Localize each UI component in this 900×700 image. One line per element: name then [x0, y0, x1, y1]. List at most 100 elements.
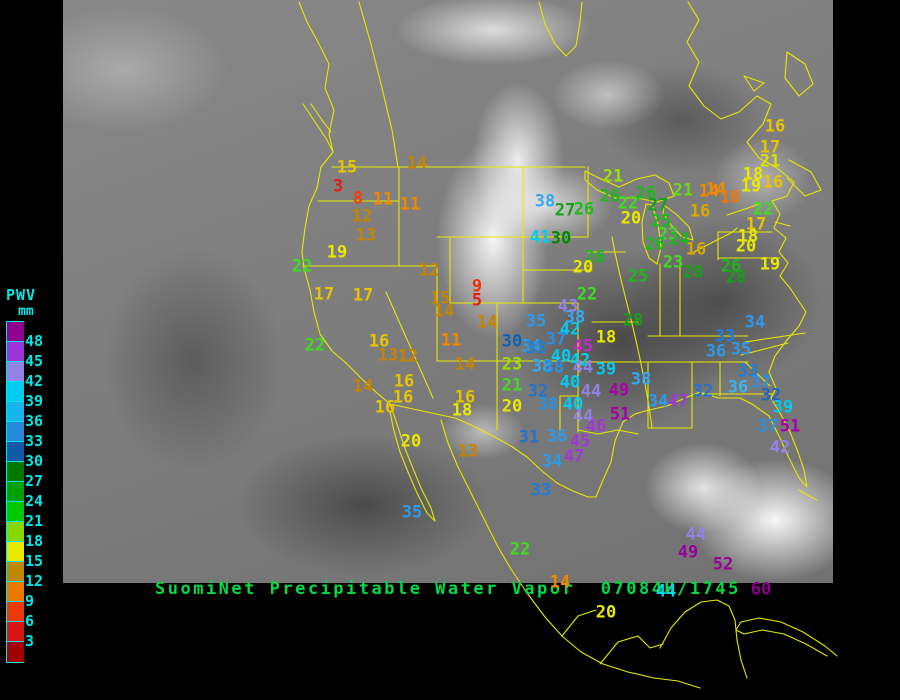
- station-pwv-value: 28: [725, 267, 747, 288]
- station-pwv-value: 37: [750, 372, 772, 393]
- station-pwv-value: 31: [518, 427, 540, 448]
- station-pwv-value: 34: [744, 312, 766, 333]
- station-pwv-value: 21: [602, 166, 624, 187]
- legend-swatch: [6, 621, 24, 642]
- nova-scotia: [786, 159, 822, 197]
- lake-superior: [584, 170, 675, 203]
- station-pwv-value: 38: [630, 369, 652, 390]
- station-pwv-value: 15: [336, 157, 358, 178]
- station-pwv-value: 44: [655, 581, 677, 602]
- station-pwv-value: 37: [545, 329, 567, 350]
- state-borders-northeast: [717, 221, 806, 356]
- station-pwv-value: 51: [779, 416, 801, 437]
- station-pwv-value: 38: [564, 307, 586, 328]
- station-pwv-value: 20: [400, 431, 422, 452]
- station-pwv-value: 13: [457, 441, 479, 462]
- station-pwv-value: 12: [351, 206, 373, 227]
- state-borders-west: [302, 166, 579, 433]
- station-pwv-value: 42: [569, 350, 591, 371]
- station-pwv-value: 28: [682, 262, 704, 283]
- station-pwv-value: 20: [620, 208, 642, 229]
- station-pwv-value: 17: [759, 137, 781, 158]
- station-pwv-value: 22: [617, 193, 639, 214]
- legend-swatch: [6, 341, 24, 362]
- station-pwv-value: 22: [576, 284, 598, 305]
- legend-swatch: [6, 521, 24, 542]
- station-pwv-value: 16: [393, 371, 415, 392]
- legend-tick-label: 18: [25, 532, 44, 550]
- legend-tick-label: 3: [25, 632, 35, 650]
- station-pwv-value: 5: [471, 290, 483, 311]
- legend-swatch: [6, 461, 24, 482]
- station-pwv-value: 19: [740, 176, 762, 197]
- title-datetime: 07084H/1745: [600, 579, 741, 599]
- station-pwv-value: 41: [529, 227, 551, 248]
- station-pwv-value: 45: [569, 431, 591, 452]
- station-pwv-value: 32: [692, 381, 714, 402]
- station-pwv-value: 23: [662, 252, 684, 273]
- station-pwv-value: 26: [584, 247, 606, 268]
- station-pwv-value: 44: [572, 357, 594, 378]
- mexico-west-coast: [440, 419, 701, 689]
- station-pwv-value: 35: [730, 339, 752, 360]
- station-pwv-value: 26: [635, 183, 657, 204]
- station-pwv-value: 36: [727, 377, 749, 398]
- station-pwv-value: 20: [572, 257, 594, 278]
- legend-swatch: [6, 601, 24, 622]
- station-pwv-value: 18: [451, 400, 473, 421]
- florida-keys: [798, 489, 818, 501]
- mexico-interior-borders: [561, 609, 664, 665]
- station-pwv-value: 16: [392, 387, 414, 408]
- satellite-imagery: [63, 0, 833, 583]
- lake-ontario: [726, 203, 760, 216]
- station-pwv-value: 26: [720, 256, 742, 277]
- james-bay: [538, 1, 583, 57]
- legend-swatch: [6, 321, 24, 342]
- station-pwv-value: 23: [657, 224, 679, 245]
- coastline-pacific: [298, 1, 391, 405]
- lake-erie: [693, 227, 738, 253]
- station-pwv-value: 47: [563, 446, 585, 467]
- legend-swatch: [6, 501, 24, 522]
- legend-swatch: [6, 401, 24, 422]
- station-pwv-value: 11: [372, 189, 394, 210]
- station-pwv-value: 21: [672, 180, 694, 201]
- station-pwv-value: 22: [291, 256, 313, 277]
- station-pwv-value: 25: [650, 211, 672, 232]
- station-pwv-value: 34: [541, 451, 563, 472]
- station-pwv-value: 14: [352, 376, 374, 397]
- legend-tick-label: 48: [25, 332, 44, 350]
- station-pwv-value: 14: [705, 179, 727, 200]
- station-pwv-value: 17: [352, 285, 374, 306]
- legend-scale: 48 45 42 39 36 33 30 27 24 21 18 15 12 9 6 3: [4, 321, 64, 667]
- vancouver-island: [302, 103, 333, 151]
- station-pwv-value: 33: [714, 326, 736, 347]
- coastline-atlantic-gulf: [389, 200, 808, 498]
- station-pwv-value: 14: [433, 301, 455, 322]
- image-title: SuomiNet Precipitable Water Vapor 07084H…: [155, 579, 741, 599]
- station-pwv-value: 17: [745, 214, 767, 235]
- legend-tick-label: 39: [25, 392, 44, 410]
- legend-swatch: [6, 581, 24, 602]
- legend-tick-label: 30: [25, 452, 44, 470]
- station-pwv-value: 16: [689, 201, 711, 222]
- station-pwv-value: 21: [501, 375, 523, 396]
- legend-tick-label: 27: [25, 472, 44, 490]
- legend-tick-label: 24: [25, 492, 44, 510]
- station-pwv-value: 18: [595, 327, 617, 348]
- legend-tick-label: 33: [25, 432, 44, 450]
- station-pwv-value: 26: [644, 234, 666, 255]
- station-pwv-value: 38: [531, 356, 553, 377]
- station-pwv-value: 49: [677, 542, 699, 563]
- station-pwv-value: 32: [527, 381, 549, 402]
- station-pwv-value: 40: [550, 346, 572, 367]
- station-pwv-value: 13: [377, 345, 399, 366]
- station-pwv-value: 49: [608, 380, 630, 401]
- station-pwv-value: 14: [454, 354, 476, 375]
- station-pwv-value: 26: [599, 186, 621, 207]
- station-pwv-value: 35: [401, 502, 423, 523]
- yucatan: [659, 599, 748, 679]
- station-pwv-value: 8: [352, 188, 364, 209]
- northeast-canada-coast: [686, 1, 795, 202]
